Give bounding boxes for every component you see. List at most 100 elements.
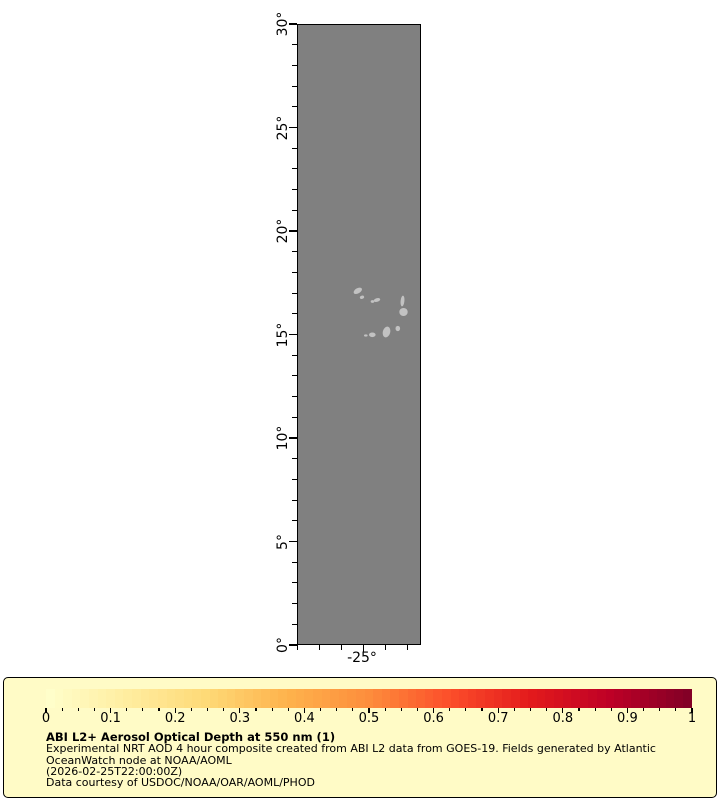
colorbar-segment [450,689,460,708]
y-axis-tick-label: 30° [275,11,291,37]
x-axis-minor-tick [340,645,343,650]
colorbar-segment [390,689,399,708]
colorbar-segment [71,689,81,708]
colorbar-segment [226,689,236,708]
colorbar-major-tick [433,708,435,713]
colorbar-segment [588,689,597,708]
colorbar-segment [553,689,563,708]
y-axis-tick-label: 10° [275,425,291,451]
y-axis-major-tick [289,230,297,232]
colorbar-minor-tick [93,708,96,711]
colorbar-minor-tick [529,708,532,711]
colorbar-segment [571,689,580,708]
colorbar-minor-tick [594,708,596,711]
colorbar-segment [562,689,572,708]
colorbar-minor-tick [158,708,160,711]
colorbar-tick-label: 0.6 [423,711,444,726]
colorbar-segment [683,689,692,708]
colorbar-segment [640,689,649,708]
colorbar-segment [269,689,279,708]
colorbar-segment [424,689,434,708]
colorbar-segment [46,689,55,708]
colorbar-minor-tick [384,708,386,711]
y-axis-tick-label: 25° [275,115,291,140]
colorbar-segment [605,689,615,708]
colorbar-minor-tick [642,708,645,711]
colorbar-segment [545,689,554,708]
y-axis-minor-tick [292,64,297,66]
colorbar-segment [347,689,356,708]
colorbar-tick-label: 0 [41,711,51,726]
colorbar-major-tick [174,708,176,713]
colorbar-segment [183,689,193,708]
colorbar-segment [123,689,133,708]
colorbar-minor-tick [142,708,144,711]
colorbar-major-tick [110,708,112,713]
colorbar-segment [149,689,158,708]
colorbar-major-tick [239,708,241,713]
colorbar-segment [132,689,141,708]
colorbar-tick-label: 1 [687,711,697,726]
colorbar-minor-tick [77,708,79,711]
y-axis-minor-tick [292,44,297,46]
colorbar-tick-label: 0.2 [164,711,186,726]
y-axis-tick-label: 5° [275,533,291,550]
colorbar-segment [209,689,219,708]
colorbar-minor-tick [481,708,483,711]
colorbar-segment [63,689,72,708]
colorbar-segment [261,689,270,708]
colorbar-minor-tick [190,708,192,711]
colorbar-segment [364,689,374,708]
x-axis-minor-tick [384,645,387,650]
x-axis-minor-tick [318,645,321,650]
colorbar-segment [235,689,245,708]
colorbar-segment [278,689,288,708]
colorbar-segment [674,689,684,708]
y-axis-minor-tick [292,520,297,522]
y-axis-major-tick [289,23,297,25]
legend-caption-line: OceanWatch node at NOAA/AOML [46,753,232,767]
colorbar-segment [476,689,486,708]
colorbar-segment [657,689,666,708]
colorbar-major-tick [497,708,499,713]
legend-caption-lines: Experimental NRT AOD 4 hour composite cr… [46,743,686,790]
colorbar-tick-label: 0.8 [552,711,574,726]
y-axis-minor-tick [292,209,297,211]
y-axis-minor-tick [292,499,297,501]
colorbar-major-tick [562,708,564,713]
y-axis-minor-tick [292,416,297,418]
colorbar-segment [398,689,408,708]
y-axis-major-tick [289,333,297,336]
colorbar-minor-tick [319,708,322,711]
colorbar-segment [485,689,494,708]
colorbar-segment [536,689,546,708]
colorbar-segment [295,689,305,708]
y-axis-minor-tick [292,354,297,356]
colorbar-segment [665,689,675,708]
colorbar-segment [493,689,503,708]
colorbar-segment [106,689,115,708]
colorbar-segment [597,689,606,708]
colorbar-segment [433,689,443,708]
colorbar-tick-label: 0.7 [487,711,509,726]
y-axis-major-tick [289,644,297,646]
x-axis-major-tick [362,645,365,652]
colorbar-minor-tick [400,708,402,711]
y-axis-major-tick [289,540,297,543]
colorbar-segment [622,689,632,708]
legend-caption-line: Data courtesy of USDOC/NOAA/OAR/AOML/PHO… [46,776,315,790]
colorbar-minor-tick [465,708,467,711]
colorbar-segment [321,689,331,708]
x-axis-minor-tick [406,645,409,650]
y-axis-minor-tick [292,458,297,460]
colorbar-minor-tick [513,708,515,711]
colorbar-segment [175,689,184,708]
y-axis-minor-tick [292,251,297,253]
colorbar-segment [192,689,201,708]
y-axis-minor-tick [292,85,297,87]
colorbar-segment [330,689,339,708]
legend-caption: ABI L2+ Aerosol Optical Depth at 550 nm … [46,731,686,790]
colorbar-minor-tick [336,708,338,711]
colorbar-minor-tick [206,708,209,711]
